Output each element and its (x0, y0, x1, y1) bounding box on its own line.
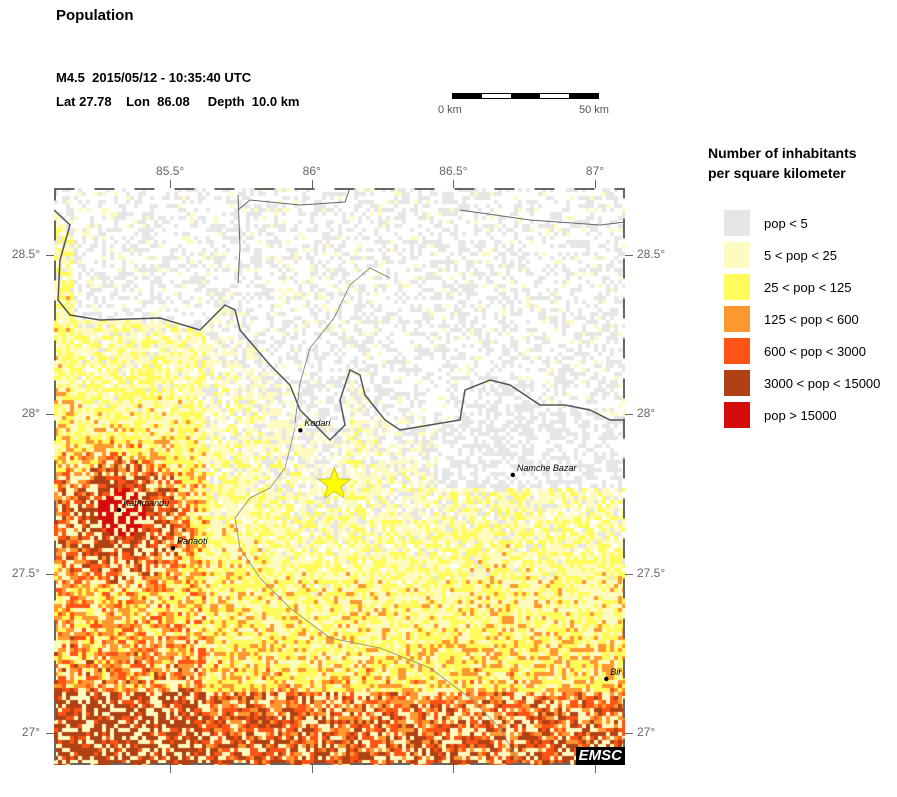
lat-tick-label: 27.5° (11, 565, 40, 580)
legend-label: 25 < pop < 125 (764, 279, 852, 295)
location-info: Lat 27.78 Lon 86.08 Depth 10.0 km (56, 94, 300, 109)
legend-label: 600 < pop < 3000 (764, 343, 866, 359)
scale-end-label: 50 km (579, 104, 609, 116)
lat-tick (46, 414, 54, 416)
lat-tick (625, 254, 633, 256)
lat-tick (46, 573, 54, 575)
legend-item: 5 < pop < 25 (724, 242, 837, 268)
country-border (54, 209, 625, 442)
city-marker (510, 472, 516, 478)
lon-tick (170, 180, 172, 188)
legend-swatch (724, 338, 750, 364)
map-overlay (54, 188, 625, 765)
legend-title: Number of inhabitants per square kilomet… (708, 143, 857, 183)
legend-item: 600 < pop < 3000 (724, 338, 866, 364)
emsc-logo: EMSC (575, 747, 625, 765)
lon-tick (594, 180, 596, 188)
map-frame (54, 188, 625, 765)
legend-item: pop > 15000 (724, 402, 837, 428)
lat-tick-label: 27° (21, 725, 40, 740)
lat-tick (46, 254, 54, 256)
border-line (459, 209, 625, 226)
lon-tick (594, 765, 596, 773)
lat-tick (625, 733, 633, 735)
legend-item: 3000 < pop < 15000 (724, 370, 880, 396)
lat-tick-label: 28° (637, 406, 656, 421)
event-info: M4.5 2015/05/12 - 10:35:40 UTC (56, 70, 252, 85)
legend-swatch (724, 370, 750, 396)
legend-label: pop > 15000 (764, 407, 837, 423)
lat-tick (46, 733, 54, 735)
legend-swatch (724, 402, 750, 428)
epicenter-star-icon (317, 466, 352, 499)
legend-swatch (724, 306, 750, 332)
legend-item: 25 < pop < 125 (724, 274, 851, 300)
lon-tick (311, 180, 313, 188)
legend-title-line1: Number of inhabitants (708, 145, 857, 161)
city-label: Bir (610, 666, 622, 677)
population-map[interactable]: Kodari Kathmandu Panaoti Namche Bazar Bir EM… (54, 188, 625, 765)
lat-tick-label: 28.5° (11, 246, 40, 261)
legend-swatch (724, 210, 750, 236)
legend-title-line2: per square kilometer (708, 165, 846, 181)
city-marker (298, 428, 303, 433)
city-marker (116, 507, 122, 513)
lon-tick-label: 86.5° (439, 164, 468, 178)
city-label: Namche Bazar (516, 462, 577, 473)
lon-tick (170, 765, 172, 773)
population-raster (54, 188, 625, 765)
lat-tick-label: 27° (637, 725, 656, 740)
legend-label: 3000 < pop < 15000 (764, 375, 881, 391)
legend-label: 125 < pop < 600 (764, 311, 859, 327)
legend-item: pop < 5 (724, 210, 808, 236)
city-layer: Kodari Kathmandu Panaoti Namche Bazar Bir (54, 188, 625, 765)
lat-tick (625, 414, 633, 416)
lat-tick (625, 573, 633, 575)
lon-tick-label: 85.5° (156, 164, 185, 178)
lon-tick (453, 180, 455, 188)
river (234, 427, 521, 765)
lon-tick (311, 765, 313, 773)
city-label: Kodari (304, 418, 331, 429)
border-line (237, 188, 351, 211)
city-label: Panaoti (176, 536, 208, 547)
lon-tick-label: 87° (585, 164, 605, 178)
city-marker (604, 676, 609, 682)
lat-tick-label: 27.5° (637, 565, 666, 580)
city-marker (170, 546, 176, 551)
legend-item: 125 < pop < 600 (724, 306, 859, 332)
legend-label: pop < 5 (764, 215, 808, 231)
river (294, 267, 391, 424)
legend-swatch (724, 242, 750, 268)
legend-label: 5 < pop < 25 (764, 247, 838, 263)
lon-tick (453, 765, 455, 773)
border-line (237, 194, 241, 284)
scale-start-label: 0 km (438, 104, 462, 116)
city-label: Kathmandu (123, 497, 170, 508)
map-title: Population (56, 7, 134, 24)
legend-swatch (724, 274, 750, 300)
lat-tick-label: 28.5° (637, 246, 666, 261)
lat-tick-label: 28° (21, 406, 40, 421)
lon-tick-label: 86° (302, 164, 321, 178)
scale-bar (452, 93, 599, 99)
